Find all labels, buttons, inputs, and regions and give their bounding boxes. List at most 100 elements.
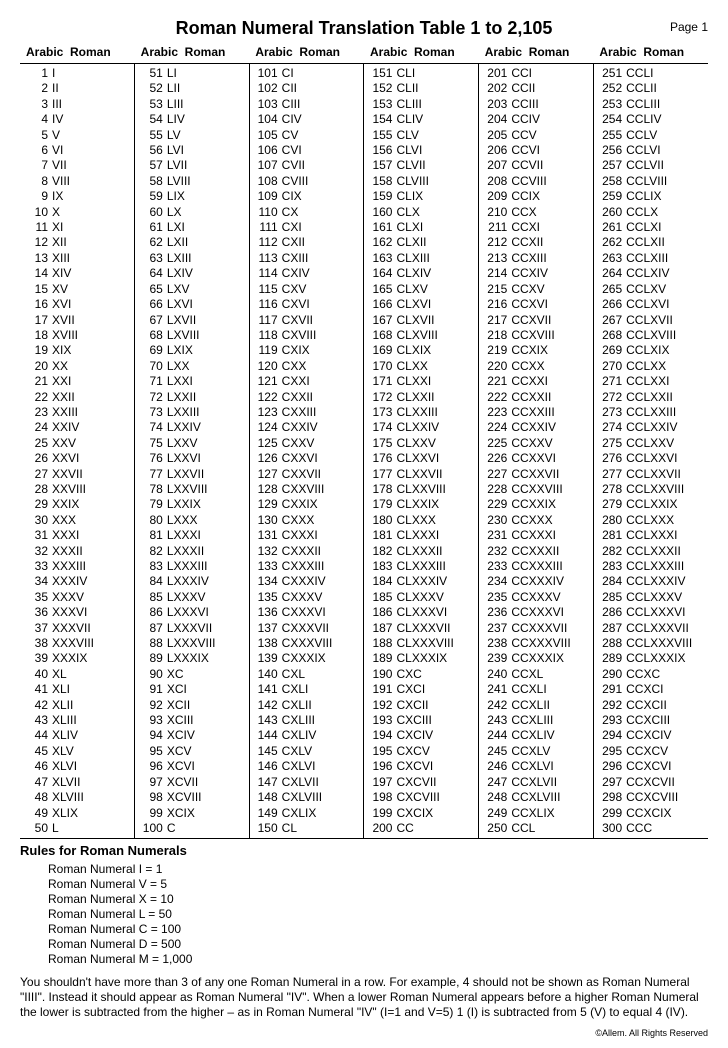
arabic-value: 110 <box>252 205 282 220</box>
arabic-value: 275 <box>596 436 626 451</box>
arabic-value: 103 <box>252 97 282 112</box>
roman-value: CCX <box>511 205 593 220</box>
roman-value: LVI <box>167 143 249 158</box>
arabic-value: 151 <box>366 66 396 81</box>
roman-value: CCXCIV <box>626 728 708 743</box>
table-row: 232CCXXXII <box>479 544 593 559</box>
arabic-value: 206 <box>481 143 511 158</box>
table-row: 105CV <box>250 128 364 143</box>
table-row: 237CCXXXVII <box>479 621 593 636</box>
arabic-value: 246 <box>481 759 511 774</box>
arabic-value: 107 <box>252 158 282 173</box>
roman-value: CCXLVII <box>511 775 593 790</box>
roman-value: XVI <box>52 297 134 312</box>
roman-value: CXXII <box>282 390 364 405</box>
arabic-value: 262 <box>596 235 626 250</box>
roman-value: XLIX <box>52 806 134 821</box>
roman-value: LXXXIV <box>167 574 249 589</box>
table-row: 272CCLXXII <box>594 390 708 405</box>
arabic-value: 264 <box>596 266 626 281</box>
arabic-value: 147 <box>252 775 282 790</box>
roman-value: CCLXXXIX <box>626 651 708 666</box>
table-row: 97XCVII <box>135 775 249 790</box>
header-roman: Roman <box>185 45 226 59</box>
arabic-value: 86 <box>137 605 167 620</box>
rules-heading: Rules for Roman Numerals <box>20 843 708 858</box>
arabic-value: 217 <box>481 313 511 328</box>
roman-value: XLVIII <box>52 790 134 805</box>
roman-value: LXXV <box>167 436 249 451</box>
roman-value: CXCIX <box>396 806 478 821</box>
arabic-value: 294 <box>596 728 626 743</box>
arabic-value: 125 <box>252 436 282 451</box>
arabic-value: 38 <box>22 636 52 651</box>
roman-value: CLXXVI <box>396 451 478 466</box>
table-column: 151CLI152CLII153CLIII154CLIV155CLV156CLV… <box>363 64 478 838</box>
roman-value: CCXXIV <box>511 420 593 435</box>
roman-value: CIII <box>282 97 364 112</box>
table-row: 90XC <box>135 667 249 682</box>
arabic-value: 29 <box>22 497 52 512</box>
arabic-value: 112 <box>252 235 282 250</box>
arabic-value: 182 <box>366 544 396 559</box>
arabic-value: 245 <box>481 744 511 759</box>
roman-value: CXXI <box>282 374 364 389</box>
table-row: 150CL <box>250 821 364 836</box>
arabic-value: 105 <box>252 128 282 143</box>
roman-value: CXLVII <box>282 775 364 790</box>
table-row: 119CXIX <box>250 343 364 358</box>
arabic-value: 162 <box>366 235 396 250</box>
roman-value: CXV <box>282 282 364 297</box>
arabic-value: 73 <box>137 405 167 420</box>
table-row: 67LXVII <box>135 313 249 328</box>
arabic-value: 188 <box>366 636 396 651</box>
roman-value: XXXIII <box>52 559 134 574</box>
table-row: 54LIV <box>135 112 249 127</box>
roman-value: CLXXIX <box>396 497 478 512</box>
table-row: 273CCLXXIII <box>594 405 708 420</box>
copyright: ©Allem. All Rights Reserved <box>20 1028 708 1038</box>
table-row: 60LX <box>135 205 249 220</box>
table-row: 102CII <box>250 81 364 96</box>
column-header: ArabicRoman <box>135 43 250 63</box>
roman-value: CLIV <box>396 112 478 127</box>
roman-value: CCXLVIII <box>511 790 593 805</box>
table-row: 269CCLXIX <box>594 343 708 358</box>
roman-value: XXXIV <box>52 574 134 589</box>
roman-value: LXXXV <box>167 590 249 605</box>
roman-value: CXXXVII <box>282 621 364 636</box>
roman-value: XCIII <box>167 713 249 728</box>
roman-value: CXXIV <box>282 420 364 435</box>
arabic-value: 121 <box>252 374 282 389</box>
arabic-value: 27 <box>22 467 52 482</box>
arabic-value: 203 <box>481 97 511 112</box>
table-row: 188CLXXXVIII <box>364 636 478 651</box>
table-row: 70LXX <box>135 359 249 374</box>
table-row: 22XXII <box>20 390 134 405</box>
table-row: 104CIV <box>250 112 364 127</box>
roman-value: CXXXIII <box>282 559 364 574</box>
roman-value: CCXXV <box>511 436 593 451</box>
roman-value: CXCII <box>396 698 478 713</box>
table-row: 99XCIX <box>135 806 249 821</box>
table-row: 169CLXIX <box>364 343 478 358</box>
roman-value: CVII <box>282 158 364 173</box>
table-row: 120CXX <box>250 359 364 374</box>
table-row: 206CCVI <box>479 143 593 158</box>
table-row: 125CXXV <box>250 436 364 451</box>
roman-value: CCLXV <box>626 282 708 297</box>
arabic-value: 256 <box>596 143 626 158</box>
arabic-value: 180 <box>366 513 396 528</box>
arabic-value: 50 <box>22 821 52 836</box>
arabic-value: 76 <box>137 451 167 466</box>
arabic-value: 4 <box>22 112 52 127</box>
arabic-value: 172 <box>366 390 396 405</box>
arabic-value: 168 <box>366 328 396 343</box>
arabic-value: 167 <box>366 313 396 328</box>
roman-value: CCXLII <box>511 698 593 713</box>
arabic-value: 145 <box>252 744 282 759</box>
roman-value: XC <box>167 667 249 682</box>
table-row: 45XLV <box>20 744 134 759</box>
roman-value: CXX <box>282 359 364 374</box>
table-row: 186CLXXXVI <box>364 605 478 620</box>
